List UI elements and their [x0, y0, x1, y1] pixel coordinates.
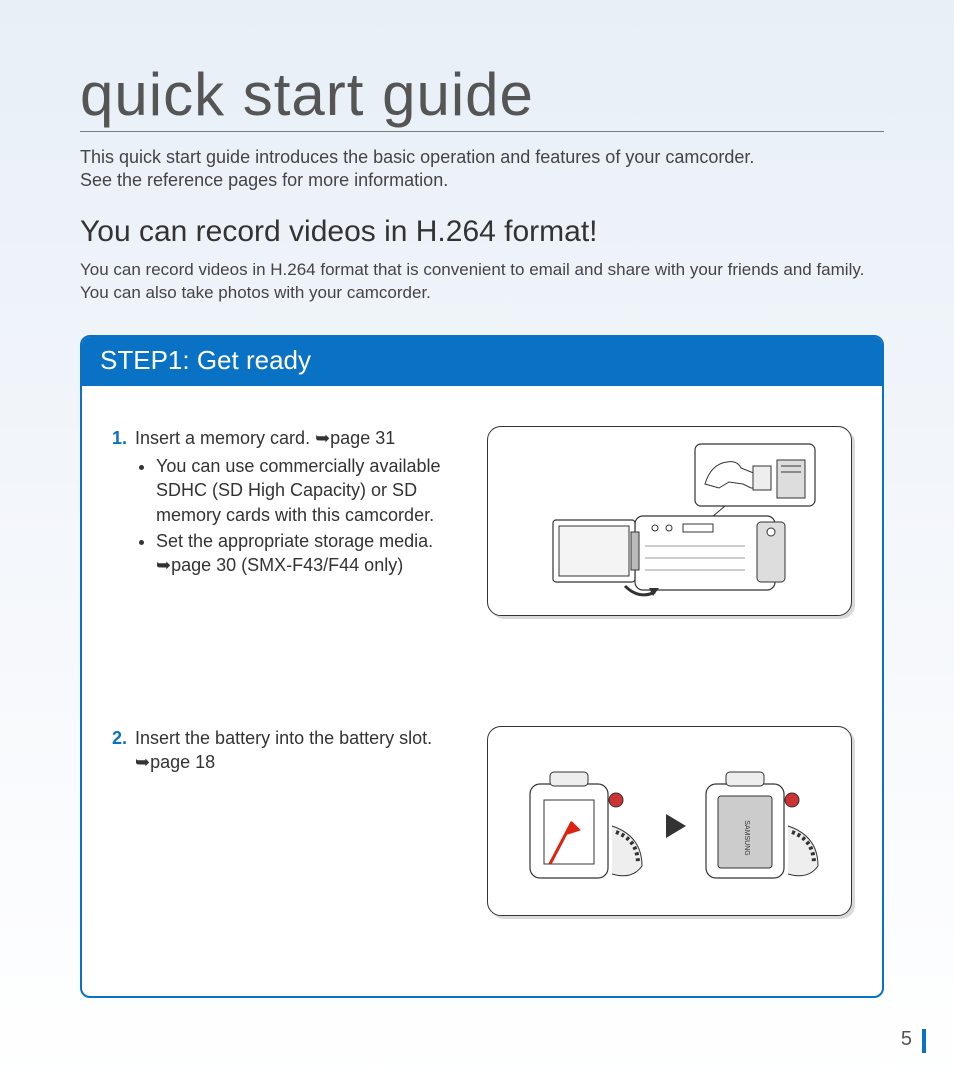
figure-battery: SAMSUNG: [487, 726, 852, 916]
step-1-number: 1.: [112, 426, 127, 450]
camcorder-sd-illustration: [505, 436, 835, 606]
step-2-text: 2. Insert the battery into the battery s…: [112, 726, 467, 775]
step-1-bullet-2: Set the appropriate storage media. ➥page…: [156, 529, 467, 578]
step-1-bullet-1: You can use commercially available SDHC …: [156, 454, 467, 527]
step-header: STEP1: Get ready: [82, 337, 882, 386]
page-title: quick start guide: [80, 60, 884, 132]
step-body: 1. Insert a memory card. ➥page 31 You ca…: [82, 386, 882, 996]
intro-text: This quick start guide introduces the ba…: [80, 146, 884, 193]
step-2-number: 2.: [112, 726, 127, 775]
camcorder-battery-illustration: SAMSUNG: [500, 736, 840, 906]
page-number-bar: [922, 1029, 926, 1053]
step-2-page-ref: ➥page 18: [135, 752, 215, 772]
svg-text:SAMSUNG: SAMSUNG: [743, 820, 750, 855]
sequence-arrow-icon: [666, 814, 686, 838]
subtext-line-1: You can record videos in H.264 format th…: [80, 260, 864, 279]
step-1-bullets: You can use commercially available SDHC …: [156, 454, 467, 577]
step-1-main-text: Insert a memory card.: [135, 428, 315, 448]
subheading-text: You can record videos in H.264 format th…: [80, 259, 884, 305]
page-number: 5: [901, 1028, 912, 1051]
intro-line-1: This quick start guide introduces the ba…: [80, 147, 754, 167]
step-2-main-text: Insert the battery into the battery slot…: [135, 728, 432, 748]
step-box: STEP1: Get ready 1. Insert a memory card…: [80, 335, 884, 998]
subheading: You can record videos in H.264 format!: [80, 215, 884, 249]
subtext-line-2: You can also take photos with your camco…: [80, 283, 431, 302]
step-row-2: 2. Insert the battery into the battery s…: [112, 726, 852, 916]
step-row-1: 1. Insert a memory card. ➥page 31 You ca…: [112, 426, 852, 616]
intro-line-2: See the reference pages for more informa…: [80, 170, 448, 190]
step-1-page-ref: ➥page 31: [315, 428, 395, 448]
figure-memory-card: [487, 426, 852, 616]
step-1-text: 1. Insert a memory card. ➥page 31 You ca…: [112, 426, 467, 580]
